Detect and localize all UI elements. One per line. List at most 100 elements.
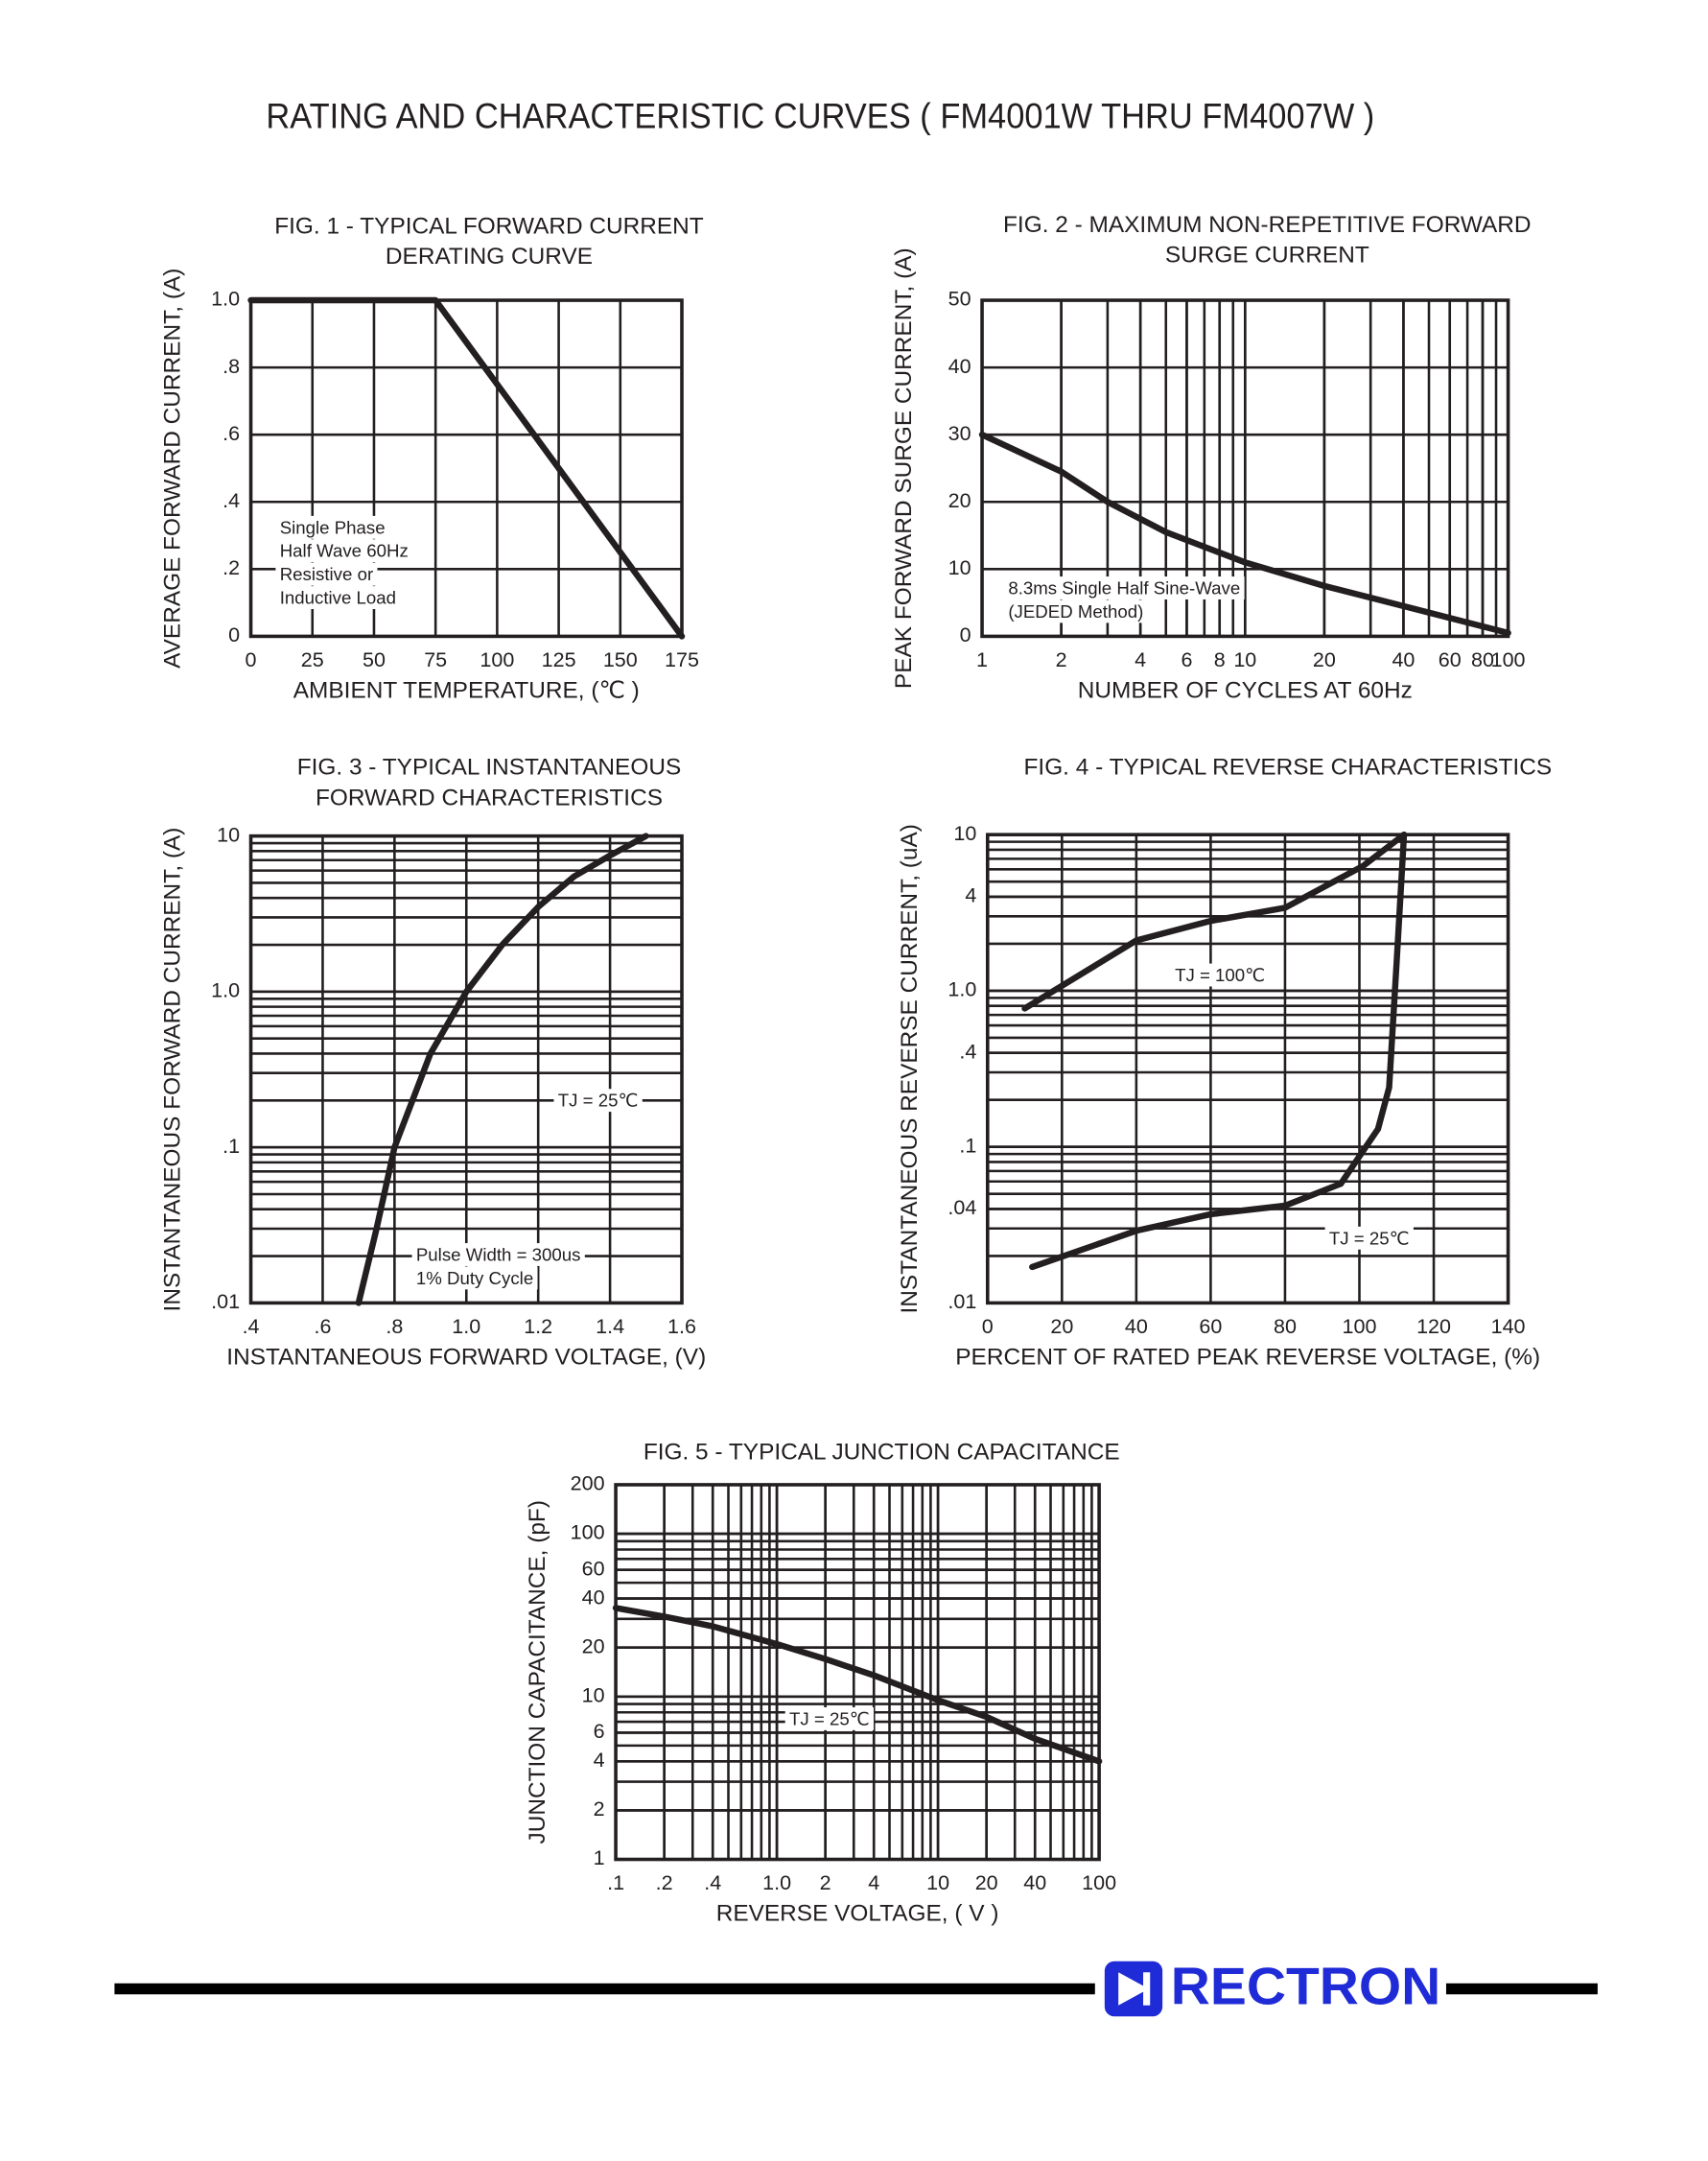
x-tick-label: 60: [1439, 648, 1462, 671]
y-tick-label: 1.0: [211, 979, 240, 1002]
y-tick-label: 200: [571, 1472, 605, 1495]
chart-title: FIG. 3 - TYPICAL INSTANTANEOUS: [297, 755, 682, 781]
x-tick-label: 4: [1135, 648, 1146, 671]
y-tick-label: 0: [228, 623, 240, 646]
x-tick-label: .8: [386, 1315, 403, 1338]
x-tick-label: 80: [1471, 648, 1494, 671]
x-axis-label: PERCENT OF RATED PEAK REVERSE VOLTAGE, (…: [955, 1344, 1540, 1370]
y-tick-label: .4: [959, 1040, 976, 1063]
x-tick-label: 6: [1181, 648, 1192, 671]
x-tick-label: .6: [314, 1315, 331, 1338]
label-backdrop: [411, 1266, 538, 1290]
label-backdrop: [411, 1243, 585, 1266]
plot-frame: [980, 298, 1510, 639]
x-tick-label: 2: [820, 1871, 831, 1894]
x-tick-label: 140: [1491, 1315, 1526, 1338]
x-tick-label: 80: [1274, 1315, 1297, 1338]
x-tick-label: 20: [975, 1871, 998, 1894]
y-tick-label: 40: [582, 1586, 605, 1609]
x-tick-label: .1: [607, 1871, 624, 1894]
x-tick-label: 0: [246, 648, 257, 671]
x-tick-label: 100: [1491, 648, 1526, 671]
x-tick-label: 150: [603, 648, 638, 671]
chart: .4 .6 .8 1.0 1.2 1.4 1.6 .01 .1 1.0 10 FIG. 3 - TYP…: [160, 755, 707, 1371]
x-tick-label: 175: [665, 648, 699, 671]
x-tick-label: 1.6: [667, 1315, 696, 1338]
page-title: RATING AND CHARACTERISTIC CURVES ( FM400…: [266, 95, 1374, 135]
series-label: TJ = 25℃: [1329, 1228, 1410, 1248]
plot-frame: [248, 298, 684, 639]
label-backdrop: [275, 562, 378, 586]
x-tick-label: 40: [1125, 1315, 1148, 1338]
y-tick-label: .8: [222, 355, 240, 378]
annotation: Pulse Width = 300us: [416, 1245, 581, 1265]
y-tick-label: 40: [948, 355, 971, 378]
x-tick-label: 100: [1343, 1315, 1377, 1338]
chart-title: FIG. 5 - TYPICAL JUNCTION CAPACITANCE: [643, 1439, 1120, 1465]
y-tick-label: 20: [582, 1634, 605, 1657]
x-tick-label: 60: [1199, 1315, 1222, 1338]
x-tick-label: .4: [704, 1871, 721, 1894]
x-tick-label: 25: [301, 648, 324, 671]
plot-frame: [985, 833, 1510, 1305]
y-tick-label: 0: [960, 623, 971, 646]
footer-rule: [1445, 1983, 1598, 1995]
label-backdrop: [275, 539, 413, 563]
y-tick-label: .04: [948, 1196, 976, 1219]
curve: [978, 431, 1511, 637]
y-tick-label: .01: [211, 1290, 240, 1313]
y-tick-label: 10: [217, 823, 240, 846]
y-tick-label: 20: [948, 489, 971, 512]
y-tick-label: 60: [582, 1557, 605, 1580]
x-tick-label: 10: [1233, 648, 1256, 671]
y-tick-label: 4: [594, 1749, 605, 1772]
label-backdrop: [1004, 576, 1245, 599]
annotation: 8.3ms Single Half Sine-Wave: [1008, 578, 1240, 599]
x-axis-label: INSTANTANEOUS FORWARD VOLTAGE, (V): [226, 1344, 706, 1370]
annotation: Inductive Load: [280, 588, 396, 608]
chart: 0 25 50 75 100 125 150 175 0 .2 .4 .6 .8 1.0 FIG. 1 - …: [160, 213, 704, 703]
x-tick-label: 100: [1082, 1871, 1116, 1894]
x-tick-label: 20: [1050, 1315, 1073, 1338]
y-tick-label: .1: [959, 1134, 976, 1157]
y-tick-label: 1.0: [948, 978, 976, 1001]
x-tick-label: 8: [1214, 648, 1226, 671]
y-tick-label: 1: [594, 1846, 605, 1869]
y-tick-label: .1: [222, 1135, 240, 1158]
footer: RECTRON: [114, 1957, 1598, 2017]
annotation: Half Wave 60Hz: [280, 541, 409, 561]
curve: [1021, 831, 1408, 1012]
y-axis-label: INSTANTANEOUS FORWARD CURRENT, (A): [160, 828, 186, 1312]
curve: [247, 296, 686, 640]
chart-title: SURGE CURRENT: [1165, 243, 1369, 269]
curve: [1029, 831, 1408, 1271]
y-tick-label: 2: [594, 1797, 605, 1820]
label-backdrop: [784, 1706, 875, 1730]
annotation: TJ = 25℃: [789, 1708, 870, 1728]
y-tick-label: 10: [953, 822, 976, 845]
annotation: (JEDED Method): [1008, 601, 1143, 622]
x-axis-label: AMBIENT TEMPERATURE, (℃ ): [293, 677, 640, 703]
x-tick-label: 0: [982, 1315, 994, 1338]
y-tick-label: .2: [222, 556, 240, 579]
y-axis-label: PEAK FORWARD SURGE CURRENT, (A): [891, 247, 917, 689]
logo-glyph: [1143, 1972, 1151, 2006]
chart-title: FIG. 2 - MAXIMUM NON-REPETITIVE FORWARD: [1003, 212, 1532, 238]
y-tick-label: .4: [222, 489, 240, 512]
plot-frame: [614, 1483, 1101, 1862]
curve: [355, 833, 649, 1306]
chart-title: DERATING CURVE: [386, 244, 593, 270]
x-axis-label: NUMBER OF CYCLES AT 60Hz: [1078, 677, 1413, 703]
x-tick-label: 1: [976, 648, 988, 671]
annotation: 1% Duty Cycle: [416, 1268, 533, 1288]
brand: RECTRON: [1171, 1957, 1440, 2015]
y-tick-label: .6: [222, 422, 240, 445]
y-axis-label: INSTANTANEOUS REVERSE CURRENT, (uA): [897, 824, 923, 1313]
y-tick-label: 1.0: [211, 288, 240, 311]
x-tick-label: 120: [1416, 1315, 1451, 1338]
x-tick-label: 1.2: [524, 1315, 552, 1338]
y-tick-label: 10: [948, 556, 971, 579]
y-axis-label: JUNCTION CAPACITANCE, (pF): [525, 1500, 550, 1844]
